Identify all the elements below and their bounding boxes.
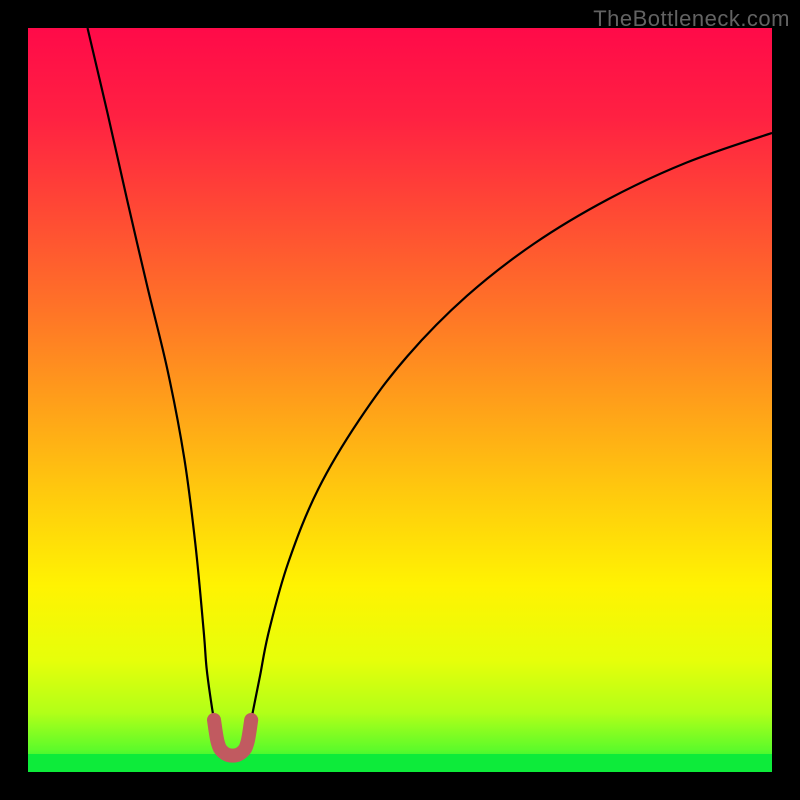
bottleneck-curve-right bbox=[251, 133, 772, 720]
bottleneck-curve-left bbox=[88, 28, 214, 720]
plot-area bbox=[28, 28, 772, 772]
watermark-text: TheBottleneck.com bbox=[593, 6, 790, 32]
valley-marker bbox=[214, 720, 251, 756]
chart-container: TheBottleneck.com bbox=[0, 0, 800, 800]
curves-layer bbox=[28, 28, 772, 772]
